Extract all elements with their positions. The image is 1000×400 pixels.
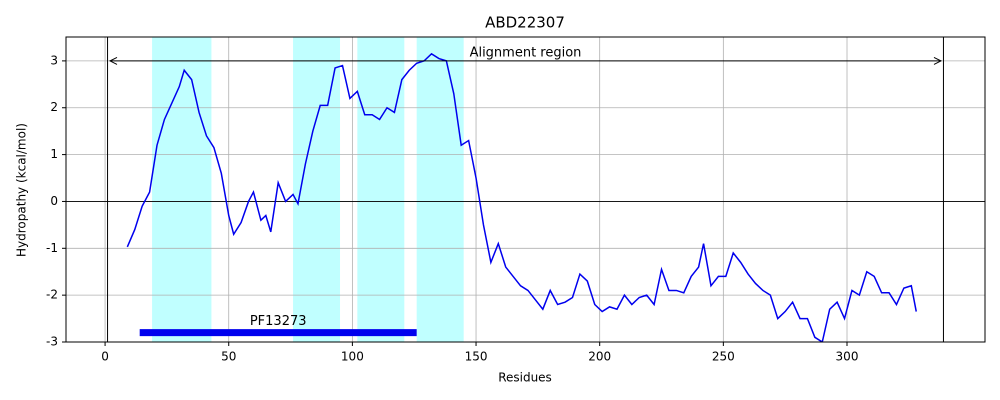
highlight-span bbox=[152, 37, 212, 342]
y-axis-label: Hydropathy (kcal/mol) bbox=[15, 123, 29, 257]
hydropathy-line bbox=[126, 52, 917, 342]
chart-title: ABD22307 bbox=[485, 14, 565, 32]
axes-frame bbox=[65, 36, 986, 343]
domain-label: PF13273 bbox=[250, 314, 307, 329]
x-tick-label: 0 bbox=[101, 350, 109, 364]
x-tick-label: 150 bbox=[465, 350, 488, 364]
x-tick-label: 250 bbox=[712, 350, 735, 364]
y-tick-label: 0 bbox=[50, 194, 58, 208]
highlight-span bbox=[416, 37, 464, 342]
x-axis-label: Residues bbox=[498, 371, 552, 385]
y-tick-label: 2 bbox=[50, 100, 58, 114]
arrow-head bbox=[933, 56, 943, 65]
highlight-span bbox=[357, 37, 405, 342]
overlay: Alignment region PF13273 bbox=[108, 45, 943, 337]
y-tick-label: -3 bbox=[46, 335, 58, 349]
annotation-label: Alignment region bbox=[470, 45, 582, 60]
y-tick-label: -1 bbox=[46, 241, 58, 255]
arrow-head bbox=[108, 56, 118, 65]
y-tick-label: 3 bbox=[50, 53, 58, 67]
x-tick-label: 200 bbox=[588, 350, 611, 364]
x-tick-label: 300 bbox=[836, 350, 859, 364]
y-tick-label: -2 bbox=[46, 288, 58, 302]
domain-bar bbox=[139, 329, 417, 337]
x-tick-label: 100 bbox=[341, 350, 364, 364]
x-tick-label: 50 bbox=[221, 350, 236, 364]
y-tick-label: 1 bbox=[50, 147, 58, 161]
plot-area bbox=[66, 37, 985, 342]
